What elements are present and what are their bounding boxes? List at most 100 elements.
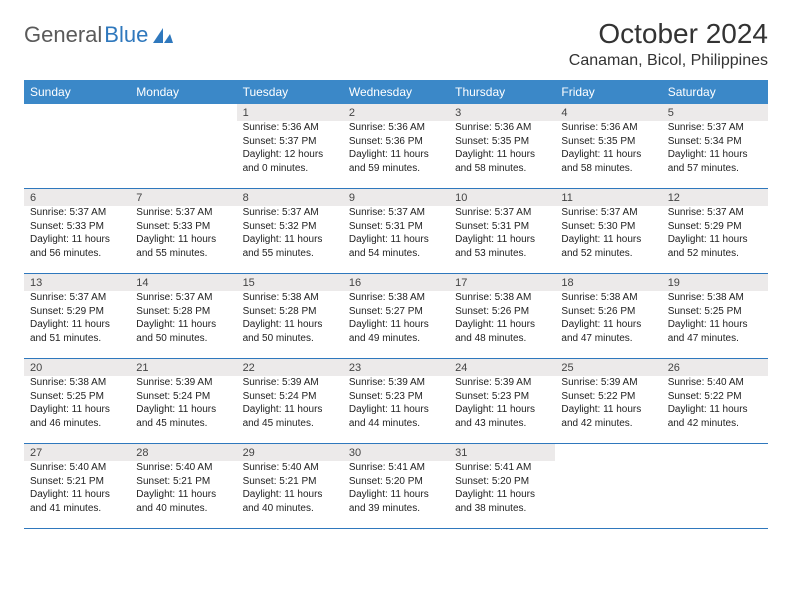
weeks-container: 1Sunrise: 5:36 AMSunset: 5:37 PMDaylight… xyxy=(24,104,768,529)
day-number: 14 xyxy=(130,274,236,291)
day-body: Sunrise: 5:40 AMSunset: 5:21 PMDaylight:… xyxy=(130,461,236,519)
daylight-line: Daylight: 11 hours and 42 minutes. xyxy=(561,403,655,430)
day-cell: 18Sunrise: 5:38 AMSunset: 5:26 PMDayligh… xyxy=(555,274,661,358)
day-of-week-header: Tuesday xyxy=(237,80,343,104)
day-body: Sunrise: 5:37 AMSunset: 5:31 PMDaylight:… xyxy=(449,206,555,264)
sunrise-line: Sunrise: 5:39 AM xyxy=(349,376,443,390)
day-body: Sunrise: 5:36 AMSunset: 5:37 PMDaylight:… xyxy=(237,121,343,179)
calendar: SundayMondayTuesdayWednesdayThursdayFrid… xyxy=(24,80,768,529)
day-number: 7 xyxy=(130,189,236,206)
day-body: Sunrise: 5:36 AMSunset: 5:35 PMDaylight:… xyxy=(555,121,661,179)
daylight-line: Daylight: 11 hours and 47 minutes. xyxy=(668,318,762,345)
page-title: October 2024 xyxy=(569,18,768,50)
day-of-week-header: Thursday xyxy=(449,80,555,104)
day-of-week-header: Friday xyxy=(555,80,661,104)
day-number: 3 xyxy=(449,104,555,121)
daylight-line: Daylight: 11 hours and 45 minutes. xyxy=(243,403,337,430)
day-cell: 1Sunrise: 5:36 AMSunset: 5:37 PMDaylight… xyxy=(237,104,343,188)
sunrise-line: Sunrise: 5:38 AM xyxy=(668,291,762,305)
day-cell: 20Sunrise: 5:38 AMSunset: 5:25 PMDayligh… xyxy=(24,359,130,443)
day-body: Sunrise: 5:39 AMSunset: 5:24 PMDaylight:… xyxy=(130,376,236,434)
day-number: 15 xyxy=(237,274,343,291)
sunset-line: Sunset: 5:33 PM xyxy=(136,220,230,234)
day-of-week-header: Saturday xyxy=(662,80,768,104)
day-number: 10 xyxy=(449,189,555,206)
day-body: Sunrise: 5:37 AMSunset: 5:29 PMDaylight:… xyxy=(24,291,130,349)
day-number: 25 xyxy=(555,359,661,376)
day-cell: 15Sunrise: 5:38 AMSunset: 5:28 PMDayligh… xyxy=(237,274,343,358)
day-body: Sunrise: 5:39 AMSunset: 5:23 PMDaylight:… xyxy=(449,376,555,434)
day-number: 16 xyxy=(343,274,449,291)
sunrise-line: Sunrise: 5:41 AM xyxy=(349,461,443,475)
daylight-line: Daylight: 11 hours and 55 minutes. xyxy=(136,233,230,260)
day-cell: 5Sunrise: 5:37 AMSunset: 5:34 PMDaylight… xyxy=(662,104,768,188)
sunset-line: Sunset: 5:25 PM xyxy=(30,390,124,404)
sunrise-line: Sunrise: 5:39 AM xyxy=(561,376,655,390)
sunset-line: Sunset: 5:30 PM xyxy=(561,220,655,234)
daylight-line: Daylight: 11 hours and 42 minutes. xyxy=(668,403,762,430)
daylight-line: Daylight: 11 hours and 49 minutes. xyxy=(349,318,443,345)
day-body: Sunrise: 5:38 AMSunset: 5:26 PMDaylight:… xyxy=(449,291,555,349)
daylight-line: Daylight: 11 hours and 44 minutes. xyxy=(349,403,443,430)
day-number: 5 xyxy=(662,104,768,121)
week-row: 13Sunrise: 5:37 AMSunset: 5:29 PMDayligh… xyxy=(24,274,768,359)
day-cell: 17Sunrise: 5:38 AMSunset: 5:26 PMDayligh… xyxy=(449,274,555,358)
sunset-line: Sunset: 5:23 PM xyxy=(455,390,549,404)
day-cell: 3Sunrise: 5:36 AMSunset: 5:35 PMDaylight… xyxy=(449,104,555,188)
day-cell: 4Sunrise: 5:36 AMSunset: 5:35 PMDaylight… xyxy=(555,104,661,188)
sunrise-line: Sunrise: 5:37 AM xyxy=(136,291,230,305)
sunrise-line: Sunrise: 5:37 AM xyxy=(30,291,124,305)
sunset-line: Sunset: 5:36 PM xyxy=(349,135,443,149)
sunrise-line: Sunrise: 5:37 AM xyxy=(668,121,762,135)
day-body: Sunrise: 5:38 AMSunset: 5:25 PMDaylight:… xyxy=(662,291,768,349)
day-cell: 14Sunrise: 5:37 AMSunset: 5:28 PMDayligh… xyxy=(130,274,236,358)
day-cell: 10Sunrise: 5:37 AMSunset: 5:31 PMDayligh… xyxy=(449,189,555,273)
day-body: Sunrise: 5:36 AMSunset: 5:36 PMDaylight:… xyxy=(343,121,449,179)
sunrise-line: Sunrise: 5:36 AM xyxy=(455,121,549,135)
day-number: 6 xyxy=(24,189,130,206)
daylight-line: Daylight: 11 hours and 58 minutes. xyxy=(561,148,655,175)
day-cell: 27Sunrise: 5:40 AMSunset: 5:21 PMDayligh… xyxy=(24,444,130,528)
daylight-line: Daylight: 11 hours and 40 minutes. xyxy=(243,488,337,515)
triangle-icon xyxy=(152,26,174,44)
sunset-line: Sunset: 5:20 PM xyxy=(455,475,549,489)
sunset-line: Sunset: 5:31 PM xyxy=(349,220,443,234)
day-cell: 11Sunrise: 5:37 AMSunset: 5:30 PMDayligh… xyxy=(555,189,661,273)
sunrise-line: Sunrise: 5:37 AM xyxy=(668,206,762,220)
day-number: 19 xyxy=(662,274,768,291)
day-cell: 29Sunrise: 5:40 AMSunset: 5:21 PMDayligh… xyxy=(237,444,343,528)
day-of-week-header: Wednesday xyxy=(343,80,449,104)
day-body: Sunrise: 5:40 AMSunset: 5:22 PMDaylight:… xyxy=(662,376,768,434)
day-cell: 16Sunrise: 5:38 AMSunset: 5:27 PMDayligh… xyxy=(343,274,449,358)
day-cell: 26Sunrise: 5:40 AMSunset: 5:22 PMDayligh… xyxy=(662,359,768,443)
sunrise-line: Sunrise: 5:39 AM xyxy=(136,376,230,390)
daylight-line: Daylight: 11 hours and 54 minutes. xyxy=(349,233,443,260)
day-of-week-header: Sunday xyxy=(24,80,130,104)
day-cell: 6Sunrise: 5:37 AMSunset: 5:33 PMDaylight… xyxy=(24,189,130,273)
sunset-line: Sunset: 5:26 PM xyxy=(455,305,549,319)
day-body: Sunrise: 5:39 AMSunset: 5:23 PMDaylight:… xyxy=(343,376,449,434)
daylight-line: Daylight: 11 hours and 41 minutes. xyxy=(30,488,124,515)
sunrise-line: Sunrise: 5:40 AM xyxy=(668,376,762,390)
day-body: Sunrise: 5:38 AMSunset: 5:25 PMDaylight:… xyxy=(24,376,130,434)
daylight-line: Daylight: 11 hours and 50 minutes. xyxy=(136,318,230,345)
logo-text-general: General xyxy=(24,24,102,46)
daylight-line: Daylight: 11 hours and 46 minutes. xyxy=(30,403,124,430)
day-cell xyxy=(555,444,661,528)
day-cell: 22Sunrise: 5:39 AMSunset: 5:24 PMDayligh… xyxy=(237,359,343,443)
logo: General Blue xyxy=(24,18,174,46)
title-block: October 2024 Canaman, Bicol, Philippines xyxy=(569,18,768,70)
day-cell xyxy=(24,104,130,188)
day-cell: 30Sunrise: 5:41 AMSunset: 5:20 PMDayligh… xyxy=(343,444,449,528)
week-row: 1Sunrise: 5:36 AMSunset: 5:37 PMDaylight… xyxy=(24,104,768,189)
sunset-line: Sunset: 5:20 PM xyxy=(349,475,443,489)
day-body: Sunrise: 5:37 AMSunset: 5:29 PMDaylight:… xyxy=(662,206,768,264)
day-body: Sunrise: 5:40 AMSunset: 5:21 PMDaylight:… xyxy=(237,461,343,519)
day-number: 26 xyxy=(662,359,768,376)
daylight-line: Daylight: 11 hours and 50 minutes. xyxy=(243,318,337,345)
day-number: 31 xyxy=(449,444,555,461)
day-number: 1 xyxy=(237,104,343,121)
sunset-line: Sunset: 5:21 PM xyxy=(136,475,230,489)
sunrise-line: Sunrise: 5:38 AM xyxy=(349,291,443,305)
day-cell: 2Sunrise: 5:36 AMSunset: 5:36 PMDaylight… xyxy=(343,104,449,188)
